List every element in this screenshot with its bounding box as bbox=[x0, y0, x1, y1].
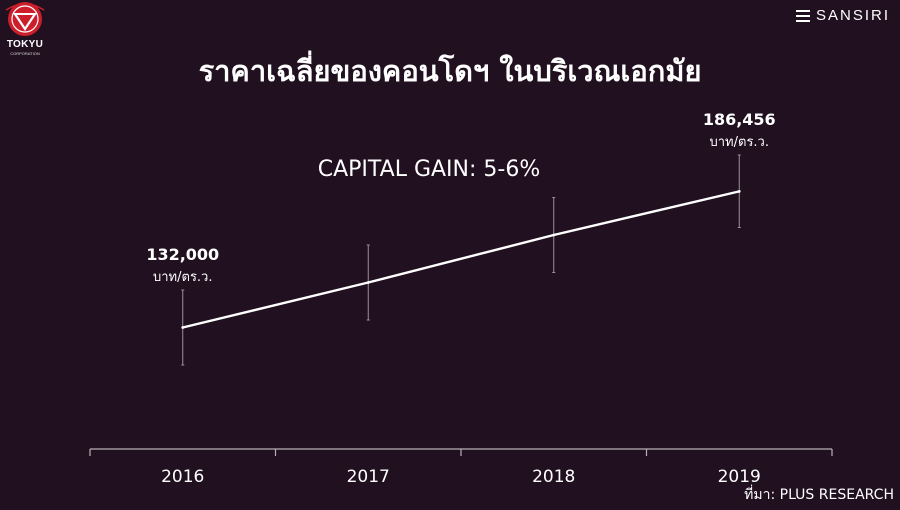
data-point bbox=[737, 189, 741, 193]
data-label-unit: บาท/ตร.ว. bbox=[153, 270, 213, 285]
data-point bbox=[181, 326, 185, 329]
source-note: ที่มา: PLUS RESEARCH bbox=[744, 487, 894, 503]
capital-gain-annotation: CAPITAL GAIN: 5-6% bbox=[318, 157, 540, 182]
data-label-value: 186,456 bbox=[703, 110, 776, 129]
x-tick-label: 2017 bbox=[347, 467, 390, 487]
tokyu-logo: TOKYU CORPORATION bbox=[0, 0, 50, 64]
tokyu-logo-text: TOKYU bbox=[6, 39, 44, 50]
x-tick-label: 2019 bbox=[718, 467, 761, 487]
slide-title: ราคาเฉลี่ยของคอนโดฯ ในบริเวณเอกมัย bbox=[198, 54, 702, 88]
data-point bbox=[366, 281, 370, 284]
sansiri-logo-text: SANSIRI bbox=[815, 7, 890, 24]
data-label-value: 132,000 bbox=[146, 245, 219, 264]
tokyu-emblem-icon bbox=[5, 2, 45, 36]
sansiri-stripes-icon bbox=[795, 9, 810, 22]
data-label-unit: บาท/ตร.ว. bbox=[710, 135, 770, 150]
data-point bbox=[552, 233, 556, 237]
x-tick-label: 2016 bbox=[161, 467, 204, 487]
sansiri-logo: SANSIRI bbox=[795, 7, 890, 24]
tokyu-logo-subtext: CORPORATION bbox=[10, 51, 40, 56]
x-tick-label: 2018 bbox=[532, 467, 575, 487]
series-line bbox=[182, 190, 740, 329]
